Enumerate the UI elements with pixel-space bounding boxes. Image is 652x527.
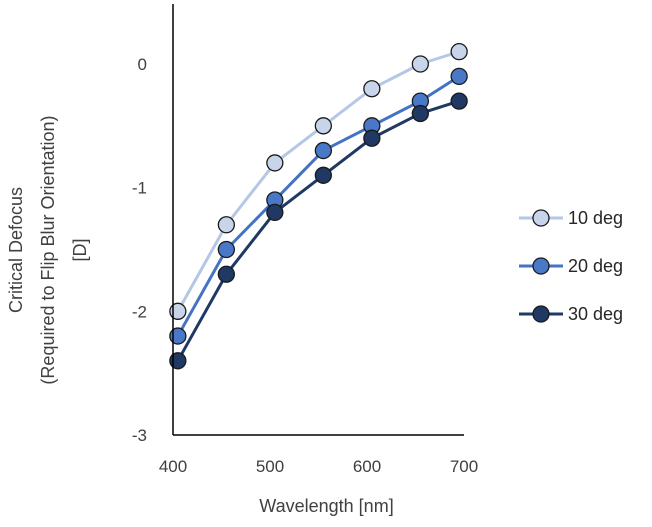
y-tick-label-neg2: -2 <box>132 302 147 321</box>
x-tick-label-400: 400 <box>159 457 187 476</box>
data-point-20-deg-695 <box>450 67 468 86</box>
y-axis-title-line-3: [D] <box>70 238 90 261</box>
data-point-20-deg-555 <box>314 141 333 160</box>
x-tick-label-600: 600 <box>353 457 381 476</box>
y-tick-label-neg3: -3 <box>132 426 147 445</box>
y-tick-label-0: 0 <box>138 55 147 74</box>
data-point-10-deg-655 <box>411 55 430 73</box>
tick-labels: 400 500 600 700 0 -1 -2 -3 <box>132 55 478 476</box>
data-point-30-deg-655 <box>411 104 430 123</box>
legend-label-10-deg: 10 deg <box>568 208 623 228</box>
data-point-30-deg-455 <box>217 265 236 283</box>
legend-marker-20-deg <box>532 257 550 275</box>
data-point-10-deg-405 <box>169 302 187 320</box>
legend-marker-10-deg <box>532 209 550 227</box>
axes-layer <box>172 4 464 436</box>
legend-label-20-deg: 20 deg <box>568 256 623 276</box>
x-tick-label-700: 700 <box>450 457 478 476</box>
data-point-10-deg-695 <box>450 42 468 61</box>
y-axis-title-line-2: (Required to Flip Blur Orientation) <box>38 115 58 384</box>
y-axis-title: Critical Defocus (Required to Flip Blur O… <box>6 115 90 384</box>
data-point-30-deg-405 <box>169 352 187 370</box>
x-tick-label-500: 500 <box>256 457 284 476</box>
data-point-10-deg-505 <box>266 154 284 172</box>
series-line-30-deg <box>176 99 460 362</box>
data-point-10-deg-455 <box>217 216 236 234</box>
legend-marker-30-deg <box>532 305 550 323</box>
data-point-30-deg-605 <box>363 129 381 147</box>
legend-label-30-deg: 30 deg <box>568 304 623 324</box>
y-tick-label-neg1: -1 <box>132 179 147 198</box>
data-point-30-deg-505 <box>266 203 284 222</box>
data-point-30-deg-695 <box>450 92 468 110</box>
series-layer <box>169 42 468 370</box>
data-point-20-deg-405 <box>169 327 187 345</box>
y-axis-title-line-1: Critical Defocus <box>6 187 26 313</box>
data-point-10-deg-555 <box>314 117 333 135</box>
data-point-10-deg-605 <box>363 80 381 98</box>
legend: 10 deg 20 deg 30 deg <box>519 208 623 324</box>
data-point-30-deg-555 <box>314 166 333 184</box>
data-point-20-deg-455 <box>217 240 236 259</box>
x-axis-title: Wavelength [nm] <box>259 496 393 516</box>
